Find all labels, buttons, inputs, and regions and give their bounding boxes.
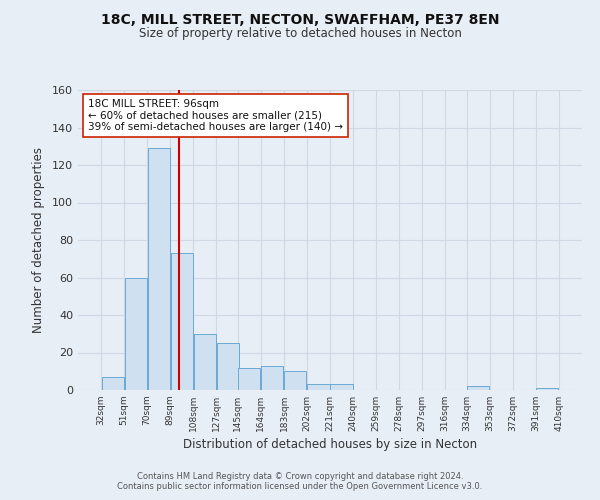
Bar	[262, 366, 283, 390]
Bar	[194, 334, 215, 390]
Bar	[307, 384, 329, 390]
Bar	[331, 384, 353, 390]
Bar	[101, 377, 124, 390]
X-axis label: Distribution of detached houses by size in Necton: Distribution of detached houses by size …	[183, 438, 477, 451]
Text: Contains HM Land Registry data © Crown copyright and database right 2024.: Contains HM Land Registry data © Crown c…	[137, 472, 463, 481]
Bar	[536, 388, 559, 390]
Text: Contains public sector information licensed under the Open Government Licence v3: Contains public sector information licen…	[118, 482, 482, 491]
Bar	[125, 278, 146, 390]
Text: 18C, MILL STREET, NECTON, SWAFFHAM, PE37 8EN: 18C, MILL STREET, NECTON, SWAFFHAM, PE37…	[101, 12, 499, 26]
Bar	[284, 371, 307, 390]
Bar	[217, 343, 239, 390]
Bar	[238, 368, 260, 390]
Text: 18C MILL STREET: 96sqm
← 60% of detached houses are smaller (215)
39% of semi-de: 18C MILL STREET: 96sqm ← 60% of detached…	[88, 99, 343, 132]
Bar	[467, 386, 490, 390]
Y-axis label: Number of detached properties: Number of detached properties	[32, 147, 45, 333]
Text: Size of property relative to detached houses in Necton: Size of property relative to detached ho…	[139, 28, 461, 40]
Bar	[170, 253, 193, 390]
Bar	[148, 148, 170, 390]
